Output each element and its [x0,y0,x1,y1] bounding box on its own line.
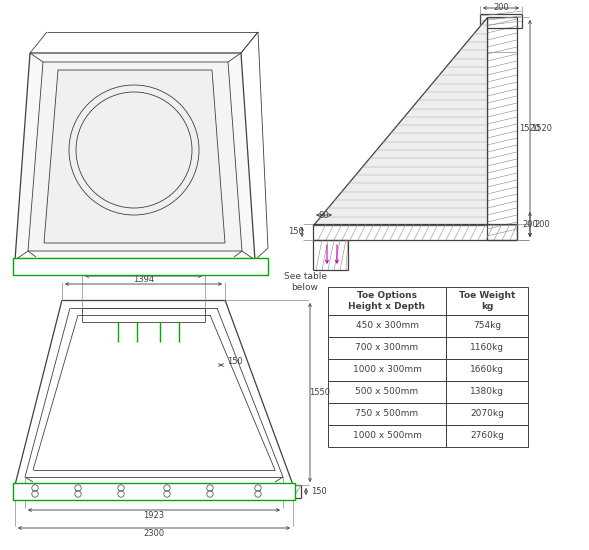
Text: See table
below: See table below [283,272,326,292]
Bar [13,483,295,500]
Bar [328,381,446,403]
Bar [13,258,268,275]
Text: 1160kg: 1160kg [470,344,504,353]
Text: 1200: 1200 [133,267,154,276]
Text: 1394: 1394 [133,274,154,283]
Text: 2760kg: 2760kg [470,432,504,441]
Polygon shape [28,62,242,251]
Text: 1520: 1520 [519,124,541,133]
Text: 750 x 500mm: 750 x 500mm [355,410,419,419]
Text: 450 x 300mm: 450 x 300mm [356,322,419,331]
Text: 1923: 1923 [144,512,164,520]
Text: 500 x 500mm: 500 x 500mm [355,388,419,397]
Bar [328,425,446,447]
Bar [328,315,446,337]
Polygon shape [313,17,487,225]
Bar [328,359,446,381]
Text: 1550: 1550 [309,388,330,397]
Text: 80: 80 [319,211,329,219]
Bar [328,287,446,315]
Bar [446,381,528,403]
Polygon shape [44,70,225,243]
Bar [446,359,528,381]
Text: 200: 200 [493,3,509,13]
Bar [446,287,528,315]
Text: 754kg: 754kg [473,322,501,331]
Text: 1660kg: 1660kg [470,366,504,375]
Text: 150: 150 [227,356,243,366]
Text: Toe Weight
kg: Toe Weight kg [459,292,515,311]
Text: 150: 150 [288,228,304,236]
Bar [446,337,528,359]
Bar [446,403,528,425]
Polygon shape [15,53,255,260]
Text: 2070kg: 2070kg [470,410,504,419]
Text: 200: 200 [534,220,550,229]
Text: 1520: 1520 [531,124,552,133]
Text: 1380kg: 1380kg [470,388,504,397]
Text: 200: 200 [522,220,538,229]
Bar [446,315,528,337]
Text: 700 x 300mm: 700 x 300mm [355,344,419,353]
Text: Toe Options
Height x Depth: Toe Options Height x Depth [349,292,425,311]
Text: 2300: 2300 [144,530,164,538]
Bar [328,337,446,359]
Text: 1000 x 300mm: 1000 x 300mm [353,366,422,375]
Bar [328,403,446,425]
Bar [446,425,528,447]
Text: 1000 x 500mm: 1000 x 500mm [353,432,422,441]
Text: 150: 150 [311,487,327,496]
